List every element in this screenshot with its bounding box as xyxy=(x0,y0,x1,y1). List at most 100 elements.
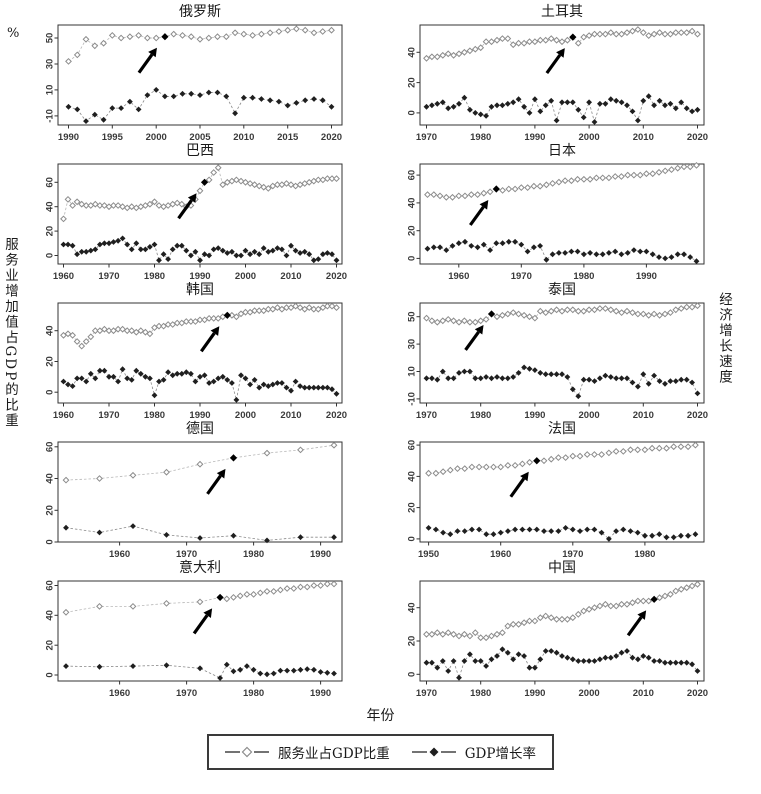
svg-text:1980: 1980 xyxy=(243,688,264,699)
svg-text:2020: 2020 xyxy=(321,132,342,143)
svg-text:30: 30 xyxy=(407,339,418,350)
svg-text:0: 0 xyxy=(407,110,418,115)
svg-text:1990: 1990 xyxy=(310,688,331,699)
svg-text:1960: 1960 xyxy=(53,271,74,282)
svg-text:0: 0 xyxy=(407,672,418,677)
svg-text:20: 20 xyxy=(45,505,56,516)
legend-item-services: 服务业占GDP比重 xyxy=(225,742,390,762)
svg-text:1970: 1970 xyxy=(416,410,437,421)
svg-text:1960: 1960 xyxy=(109,688,130,699)
svg-text:0: 0 xyxy=(407,256,418,261)
chart-plot: 1960 1970 1980 1990 0 20 40 60 xyxy=(407,161,705,282)
svg-text:2020: 2020 xyxy=(326,271,347,282)
svg-text:1980: 1980 xyxy=(470,688,491,699)
filled-diamond-icon xyxy=(411,747,456,757)
svg-text:2020: 2020 xyxy=(687,688,708,699)
y-axis-unit-label: % xyxy=(7,26,20,41)
svg-text:40: 40 xyxy=(45,201,56,212)
chart-plot: 1960 1970 1980 1990 2000 2010 2020 0 20 40 xyxy=(45,302,347,421)
svg-text:0: 0 xyxy=(45,672,56,677)
svg-text:40: 40 xyxy=(407,198,418,209)
left-axis-label: 服务业增加值占GDP的比重 xyxy=(2,237,18,429)
chart-title: 土耳其 xyxy=(541,4,583,20)
chart-plot: 1970 1980 1990 2000 2010 2020 0 20 40 xyxy=(407,580,708,699)
svg-text:20: 20 xyxy=(45,356,56,367)
svg-text:2000: 2000 xyxy=(235,410,256,421)
svg-text:2010: 2010 xyxy=(633,410,654,421)
svg-text:40: 40 xyxy=(407,471,418,482)
chart-title: 意大利 xyxy=(179,560,221,576)
svg-text:0: 0 xyxy=(45,253,56,258)
chart-plot: 1960 1970 1980 1990 0 20 40 60 xyxy=(45,580,343,699)
chart-germany: 德国 1960 1970 1980 1990 0 20 40 60 xyxy=(28,421,350,560)
svg-text:2000: 2000 xyxy=(579,688,600,699)
svg-text:0: 0 xyxy=(45,539,56,544)
open-diamond-icon xyxy=(225,746,270,758)
svg-text:1960: 1960 xyxy=(109,549,130,560)
chart-title: 泰国 xyxy=(548,282,576,298)
legend: 服务业占GDP比重 GDP增长率 xyxy=(207,734,554,770)
svg-text:1990: 1990 xyxy=(524,132,545,143)
svg-text:1960: 1960 xyxy=(448,271,469,282)
svg-text:2010: 2010 xyxy=(280,271,301,282)
chart-france: 法国 1950 1960 1970 1980 0 20 40 60 xyxy=(390,421,712,560)
svg-text:50: 50 xyxy=(45,33,56,44)
svg-text:1980: 1980 xyxy=(470,410,491,421)
chart-plot: 1970 1980 1990 2000 2010 2020 0 20 40 xyxy=(407,24,708,143)
chart-brazil: 巴西 1960 1970 1980 1990 2000 2010 2020 0 20 40 60 xyxy=(28,143,350,282)
svg-text:-10: -10 xyxy=(407,392,418,406)
svg-text:1970: 1970 xyxy=(416,688,437,699)
svg-text:1960: 1960 xyxy=(490,549,511,560)
svg-text:20: 20 xyxy=(45,226,56,237)
chart-title: 日本 xyxy=(548,143,576,159)
svg-text:40: 40 xyxy=(45,610,56,621)
x-axis-label: 年份 xyxy=(366,708,395,724)
svg-text:2010: 2010 xyxy=(233,132,254,143)
svg-text:2010: 2010 xyxy=(633,132,654,143)
svg-text:1970: 1970 xyxy=(176,688,197,699)
svg-text:40: 40 xyxy=(407,602,418,613)
svg-text:1990: 1990 xyxy=(189,410,210,421)
svg-text:1970: 1970 xyxy=(562,549,583,560)
svg-text:1995: 1995 xyxy=(102,132,124,143)
svg-text:2020: 2020 xyxy=(687,132,708,143)
chart-title: 中国 xyxy=(548,560,576,576)
chart-plot: 1990 1995 2000 2005 2010 2015 2020 -10 10 30 50 xyxy=(45,24,343,143)
svg-text:60: 60 xyxy=(45,580,56,591)
chart-turkey: 土耳其 1970 1980 1990 2000 2010 2020 0 20 40 xyxy=(390,4,712,143)
chart-plot: 1960 1970 1980 1990 2000 2010 2020 0 20 40 60 xyxy=(45,163,347,282)
svg-text:1970: 1970 xyxy=(511,271,532,282)
svg-text:2020: 2020 xyxy=(326,410,347,421)
chart-title: 韩国 xyxy=(186,282,214,298)
svg-text:1990: 1990 xyxy=(310,549,331,560)
svg-text:20: 20 xyxy=(407,502,418,513)
chart-italy: 意大利 1960 1970 1980 1990 0 20 40 60 xyxy=(28,560,350,699)
svg-text:1970: 1970 xyxy=(176,549,197,560)
svg-text:60: 60 xyxy=(407,170,418,181)
svg-text:2000: 2000 xyxy=(579,132,600,143)
chart-plot: 1970 1980 1990 2000 2010 2020 -10 10 30 50 xyxy=(407,302,708,421)
right-axis-label: 经济增长速度 xyxy=(716,292,732,385)
svg-text:1980: 1980 xyxy=(144,410,165,421)
svg-text:1970: 1970 xyxy=(98,271,119,282)
svg-text:40: 40 xyxy=(45,473,56,484)
legend-item-growth: GDP增长率 xyxy=(411,742,536,762)
svg-text:60: 60 xyxy=(45,177,56,188)
svg-text:60: 60 xyxy=(45,442,56,453)
svg-text:30: 30 xyxy=(45,59,56,70)
charts-grid: 俄罗斯 1990 1995 2000 2005 2010 2015 2020 -10 10 30 5… xyxy=(28,4,712,699)
chart-plot: 1950 1960 1970 1980 0 20 40 60 xyxy=(407,440,705,560)
svg-text:20: 20 xyxy=(45,640,56,651)
svg-text:2020: 2020 xyxy=(687,410,708,421)
svg-text:10: 10 xyxy=(407,366,418,377)
chart-plot: 1960 1970 1980 1990 0 20 40 60 xyxy=(45,441,343,560)
svg-text:2000: 2000 xyxy=(146,132,167,143)
svg-text:1990: 1990 xyxy=(524,410,545,421)
svg-text:0: 0 xyxy=(45,390,56,395)
svg-text:2000: 2000 xyxy=(579,410,600,421)
svg-text:1990: 1990 xyxy=(58,132,79,143)
svg-text:10: 10 xyxy=(45,85,56,96)
svg-text:20: 20 xyxy=(407,225,418,236)
svg-text:1980: 1980 xyxy=(573,271,594,282)
